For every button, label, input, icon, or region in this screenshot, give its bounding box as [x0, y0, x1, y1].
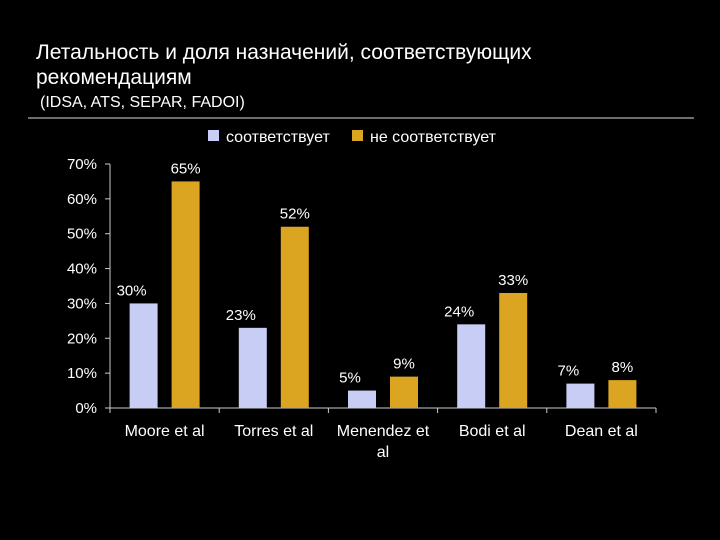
data-label: 8%	[612, 359, 634, 376]
x-tick-label: Bodi et al	[459, 423, 526, 440]
x-axis: Moore et al Torres et al Menendez et al Bodi…	[109, 407, 657, 461]
legend-label-1: соответствует	[226, 129, 330, 146]
data-label: 7%	[558, 363, 580, 380]
data-label: 33%	[498, 272, 528, 289]
y-tick-label: 0%	[75, 400, 97, 417]
bar-series-1	[129, 303, 158, 408]
data-label: 65%	[171, 160, 201, 177]
bar-labels: 30% 65% 23% 52% 5% 9% 24% 33% 7% 8%	[117, 160, 634, 386]
bar-series-2	[499, 292, 528, 408]
x-tick-label: Dean et al	[565, 423, 638, 440]
y-tick-label: 30%	[67, 295, 97, 312]
x-tick-label: Menendez et al	[337, 423, 430, 461]
y-tick-label: 60%	[67, 191, 97, 208]
data-label: 52%	[280, 206, 310, 223]
x-tick-label: Torres et al	[234, 423, 313, 440]
y-tick-label: 70%	[67, 156, 97, 173]
y-tick-label: 20%	[67, 330, 97, 347]
y-tick-label: 50%	[67, 226, 97, 243]
bars	[129, 181, 637, 408]
bar-series-2	[171, 181, 200, 408]
bar-series-1	[457, 324, 486, 408]
data-label: 30%	[117, 282, 147, 299]
bar-series-2	[608, 380, 637, 408]
title-divider	[28, 117, 694, 119]
y-tick-label: 40%	[67, 261, 97, 278]
legend-swatch-1	[208, 130, 219, 141]
y-tick-label: 10%	[67, 365, 97, 382]
bar-series-1	[238, 327, 267, 408]
data-label: 5%	[339, 370, 361, 387]
legend: соответствует не соответствует	[208, 129, 497, 146]
data-label: 24%	[444, 303, 474, 320]
legend-label-2: не соответствует	[370, 129, 497, 146]
bar-series-1	[566, 383, 595, 408]
chart-subtitle: (IDSA, ATS, SEPAR, FADOI)	[40, 94, 245, 111]
y-axis: 0% 10% 20% 30% 40% 50% 60% 70%	[67, 156, 111, 417]
data-label: 9%	[393, 356, 415, 373]
legend-swatch-2	[352, 130, 363, 141]
bar-series-2	[280, 226, 309, 408]
x-tick-label: Moore et al	[125, 423, 205, 440]
data-label: 23%	[226, 307, 256, 324]
bar-series-1	[348, 390, 376, 408]
chart-title: Летальность и доля назначений, соответст…	[36, 41, 532, 89]
bar-series-2	[390, 376, 418, 408]
